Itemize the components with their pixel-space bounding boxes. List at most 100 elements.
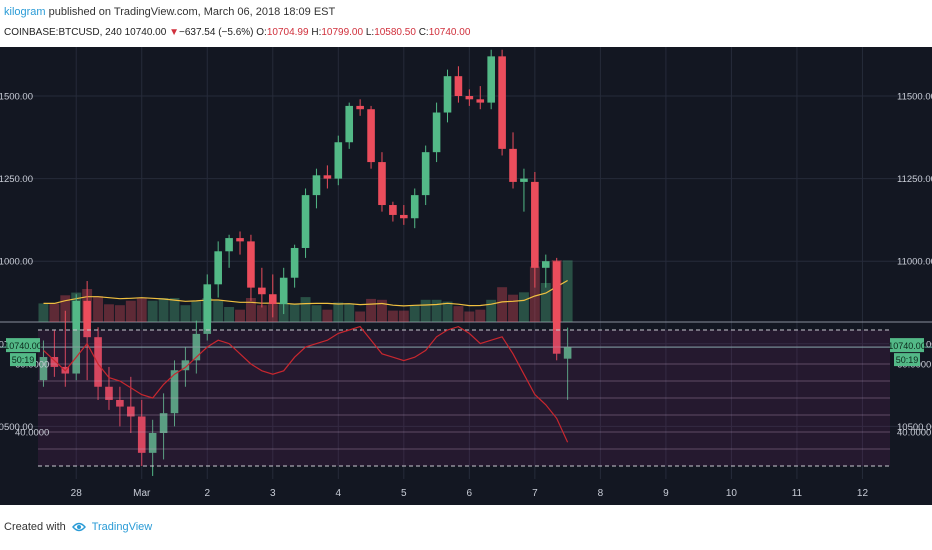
high-label: H: (311, 27, 322, 38)
chart-svg[interactable]: 11500.00 11500.00 11250.00 11250.00 11000.00… (0, 47, 932, 516)
chart-panel[interactable]: 11500.00 11500.00 11250.00 11250.00 11000.00… (0, 47, 932, 516)
volume-bar (540, 283, 551, 322)
volume-bar (213, 300, 224, 322)
candle-down (400, 214, 408, 219)
volume-bar (136, 298, 147, 322)
volume-bar (224, 307, 235, 322)
volume-bar (169, 298, 180, 322)
axes: 11500.00 11500.00 11250.00 11250.00 11000.00… (0, 92, 932, 516)
low-label: L: (365, 27, 375, 38)
volume-bar (38, 303, 49, 322)
volume-bar (147, 300, 158, 322)
candle-down (268, 294, 277, 305)
candle-down (552, 261, 561, 354)
candle-down (356, 105, 364, 110)
time-tick: 8 (598, 488, 604, 499)
candle-down (509, 148, 517, 182)
candle-up (39, 357, 48, 381)
volume-bar (508, 294, 518, 322)
price-tick-right: 10250.00 (897, 505, 932, 506)
countdown-box-left (10, 353, 36, 367)
countdown-left: 50:19 (12, 355, 35, 365)
candle-up (520, 178, 528, 182)
volume-bar (562, 260, 573, 322)
time-tick: 7 (532, 488, 538, 499)
candle-down (323, 175, 332, 179)
candle-up (421, 152, 430, 196)
symbol-label: COINBASE:BTCUSD, 240 (4, 27, 122, 38)
volume-bar (366, 298, 377, 322)
volume-bar (300, 297, 311, 322)
volume-bar (387, 310, 398, 322)
volume-bar (464, 311, 475, 322)
volume-bar (60, 295, 71, 322)
rsi-tick-left: 40.0000 (15, 428, 49, 439)
candle-up (487, 56, 495, 103)
volume-bar (93, 296, 104, 322)
low-value: 10580.50 (374, 27, 416, 38)
price-label-box-right (890, 338, 924, 353)
time-tick: 11 (792, 488, 803, 499)
price-label-value-right: 10740.00 (888, 341, 926, 351)
candle-down (116, 399, 124, 407)
publish-info: kilogram published on TradingView.com, M… (4, 6, 335, 18)
volume-bar (431, 299, 442, 322)
rsi-line (43, 325, 569, 443)
countdown-box-right (894, 353, 920, 367)
price-tick-right: 11000.00 (897, 257, 932, 268)
candle-up (192, 333, 201, 361)
price-tick-right: 11500.00 (897, 92, 932, 103)
volume-bar (420, 299, 431, 322)
candle-down (367, 109, 375, 163)
price-tick-left: 10500.00 (0, 422, 33, 433)
change-text: −637.54 (−5.6%) (179, 27, 254, 38)
candle-up (301, 195, 310, 248)
candle-up (225, 238, 233, 252)
candle-up (148, 433, 157, 453)
time-tick: 5 (401, 488, 407, 499)
candles (39, 49, 572, 476)
time-tick: 10 (726, 488, 738, 499)
candle-down (454, 76, 463, 96)
volume-ma-line (43, 279, 568, 307)
candle-down (127, 406, 135, 417)
volume-bar (49, 303, 60, 322)
volume-bar (377, 299, 387, 322)
volume-bar (158, 298, 169, 322)
volume-bar (322, 309, 333, 322)
tradingview-link[interactable]: TradingView (91, 520, 153, 533)
candle-up (72, 300, 81, 374)
volume-bar (191, 301, 202, 322)
created-with-text: Created with (4, 520, 66, 533)
candle-up (181, 360, 190, 371)
time-tick: 6 (467, 488, 473, 499)
candle-up (345, 105, 354, 143)
author-link[interactable]: kilogram (4, 6, 46, 18)
price-label-box-left (6, 338, 40, 353)
candle-up (279, 277, 288, 305)
price-tick-left: 11000.00 (0, 257, 33, 268)
candle-up (410, 195, 419, 219)
time-tick: 4 (336, 488, 342, 499)
candle-down (258, 287, 266, 295)
price-label-value-left: 10740.00 (4, 341, 42, 351)
candle-down (105, 386, 113, 400)
time-tick: Mar (133, 488, 151, 499)
candle-down (498, 56, 506, 149)
volume-bar (180, 305, 191, 322)
candle-down (137, 416, 146, 453)
rsi-band-background (38, 330, 890, 466)
volume-bar (486, 299, 497, 322)
volume-bar (311, 305, 322, 322)
volume-bar (104, 304, 114, 322)
rsi-tick-right: 40.0000 (897, 428, 931, 439)
time-tick: 2 (204, 488, 210, 499)
volume-bar (529, 266, 540, 322)
candle-down (236, 238, 244, 242)
volume-bars (38, 260, 573, 322)
tradingview-logo-icon (71, 522, 86, 532)
volume-bar (355, 311, 366, 322)
published-text: published on TradingView.com, March 06, … (48, 6, 336, 18)
time-tick: 9 (663, 488, 669, 499)
down-arrow-icon: ▼ (169, 27, 179, 38)
